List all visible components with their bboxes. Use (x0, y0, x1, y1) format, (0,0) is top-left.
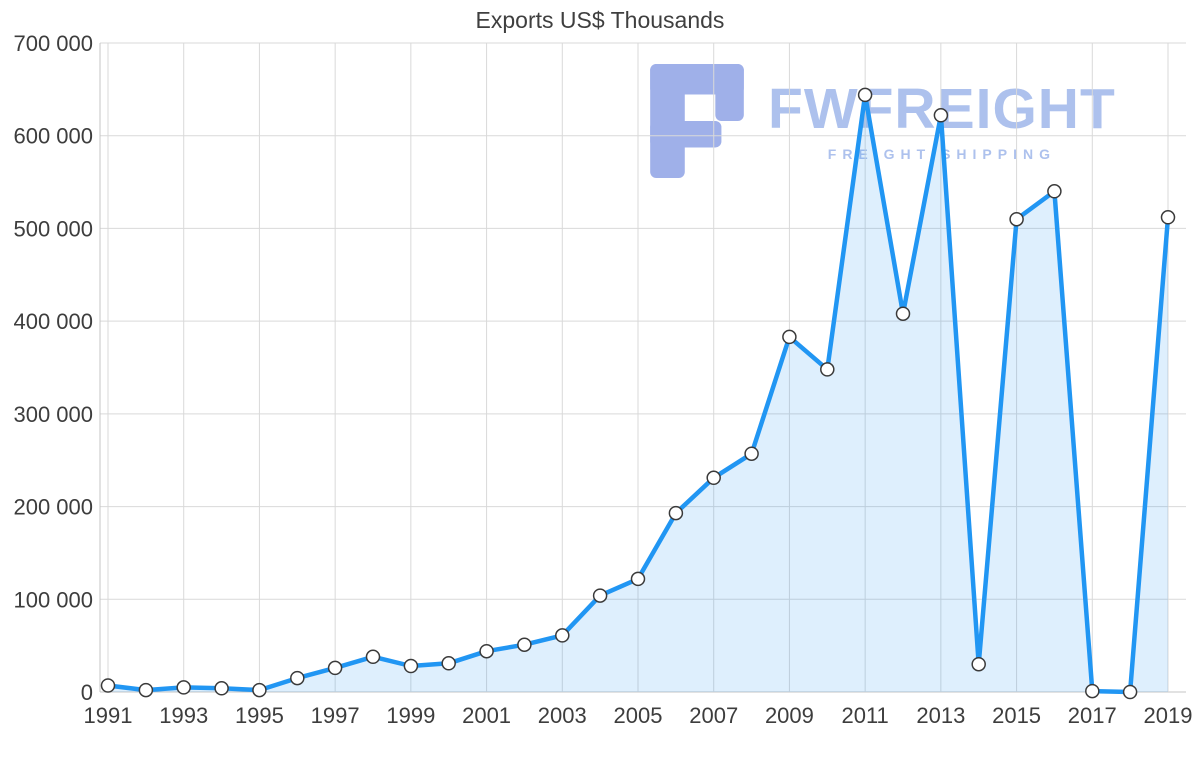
data-point-marker (138, 682, 154, 698)
data-point-marker (479, 643, 494, 659)
x-axis-tick-label: 2015 (992, 703, 1041, 728)
data-point-marker (1122, 684, 1138, 700)
x-axis-tick-label: 2003 (538, 703, 587, 728)
data-point-marker (365, 649, 381, 665)
data-point-marker (555, 628, 570, 643)
data-point-marker (290, 670, 305, 686)
data-point-marker (857, 87, 873, 103)
data-point-marker (668, 505, 684, 521)
x-axis-tick-label: 2007 (689, 703, 738, 728)
data-point-marker (820, 362, 835, 377)
x-axis-tick-label: 2001 (462, 703, 511, 728)
logo-right-stub (715, 64, 744, 121)
data-point-marker (1160, 210, 1176, 225)
data-point-marker (744, 446, 759, 461)
data-point-marker (1047, 184, 1062, 199)
x-axis-tick-label: 1995 (235, 703, 284, 728)
data-point-marker (592, 588, 608, 603)
x-axis-tick-label: 1999 (386, 703, 435, 728)
data-point-marker (1009, 211, 1024, 227)
fwfreight-logo-icon (650, 64, 744, 178)
logo-middle-arm (650, 121, 722, 148)
x-axis-tick-label: 2009 (765, 703, 814, 728)
x-axis-tick-label: 1997 (311, 703, 360, 728)
data-point-marker (706, 470, 721, 486)
x-axis-tick-label: 1991 (84, 703, 133, 728)
x-axis-tick-label: 2013 (916, 703, 965, 728)
data-point-marker (214, 681, 229, 696)
y-axis-tick-label: 200 000 (13, 495, 93, 520)
y-axis-tick-label: 100 000 (13, 587, 93, 612)
data-point-marker (517, 637, 532, 652)
watermark-tagline-text: FREIGHT SHIPPING (828, 146, 1056, 162)
data-point-marker (933, 108, 949, 123)
data-point-marker (971, 656, 986, 672)
chart-title: Exports US$ Thousands (475, 7, 725, 33)
y-axis-tick-label: 600 000 (13, 124, 93, 149)
y-axis-tick-label: 700 000 (13, 31, 93, 56)
y-axis-tick-label: 0 (81, 680, 93, 705)
x-axis-tick-label: 2005 (614, 703, 663, 728)
data-point-marker (1085, 683, 1100, 699)
data-point-marker (441, 656, 456, 671)
data-point-marker (252, 682, 267, 698)
data-point-marker (630, 571, 646, 587)
x-axis-tick-label: 1993 (159, 703, 208, 728)
x-axis-tick-label: 2017 (1068, 703, 1117, 728)
data-point-marker (176, 680, 191, 695)
x-axis-tick-label: 2019 (1144, 703, 1193, 728)
data-point-marker (895, 306, 911, 321)
data-point-marker (327, 660, 343, 676)
x-axis-tick-label: 2011 (841, 703, 888, 728)
series-area-fill (108, 94, 1168, 692)
data-point-marker (782, 329, 797, 345)
y-axis-tick-label: 500 000 (13, 216, 93, 241)
data-point-marker (403, 658, 419, 674)
data-point-marker (100, 678, 116, 693)
y-axis-tick-label: 400 000 (13, 309, 93, 334)
y-axis-tick-label: 300 000 (13, 402, 93, 427)
